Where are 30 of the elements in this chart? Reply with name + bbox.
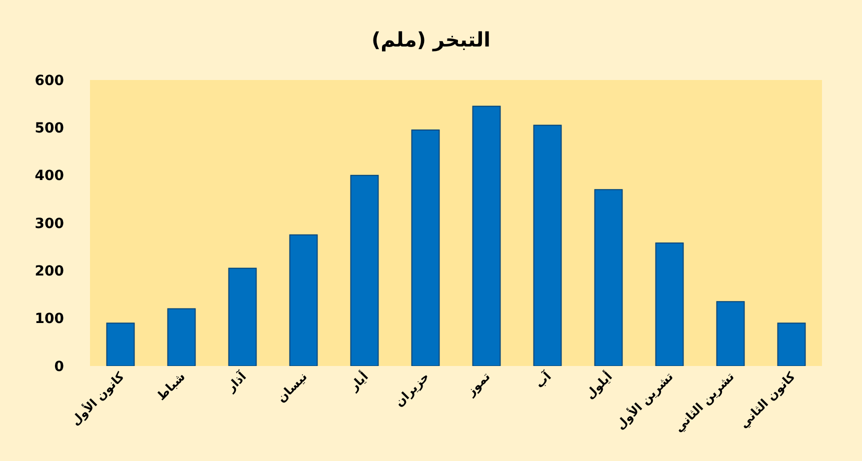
x-tick-label: حزيران	[392, 369, 432, 410]
bar	[472, 106, 501, 366]
y-tick-label: 300	[34, 216, 64, 232]
bar	[228, 268, 257, 366]
x-tick-label: تموز	[463, 369, 493, 400]
x-tick-label: كانون الثاني	[736, 369, 798, 431]
x-tick-label: آذار	[222, 368, 250, 396]
bar	[350, 174, 379, 366]
bar	[106, 322, 135, 366]
x-tick-label: نيسان	[274, 369, 310, 406]
bar	[716, 301, 745, 366]
x-tick-label: آب	[532, 368, 554, 391]
bar	[411, 130, 440, 366]
x-tick-label: كانون الأول	[68, 368, 127, 428]
chart-title: التبخر (ملم)	[371, 27, 491, 52]
bar	[167, 308, 196, 366]
bar	[289, 234, 318, 366]
x-tick-label: أيلول	[582, 368, 615, 402]
x-tick-label: أيار	[345, 368, 371, 394]
bar	[594, 189, 623, 366]
y-tick-label: 100	[34, 311, 64, 328]
y-tick-label: 600	[34, 72, 64, 89]
x-tick-label: شباط	[154, 369, 188, 404]
y-tick-label: 0	[54, 358, 64, 375]
y-tick-label: 200	[34, 264, 64, 280]
y-tick-label: 400	[34, 168, 64, 184]
y-tick-label: 500	[34, 120, 64, 137]
bar	[777, 322, 806, 366]
bar	[533, 124, 562, 366]
bar	[655, 242, 684, 366]
